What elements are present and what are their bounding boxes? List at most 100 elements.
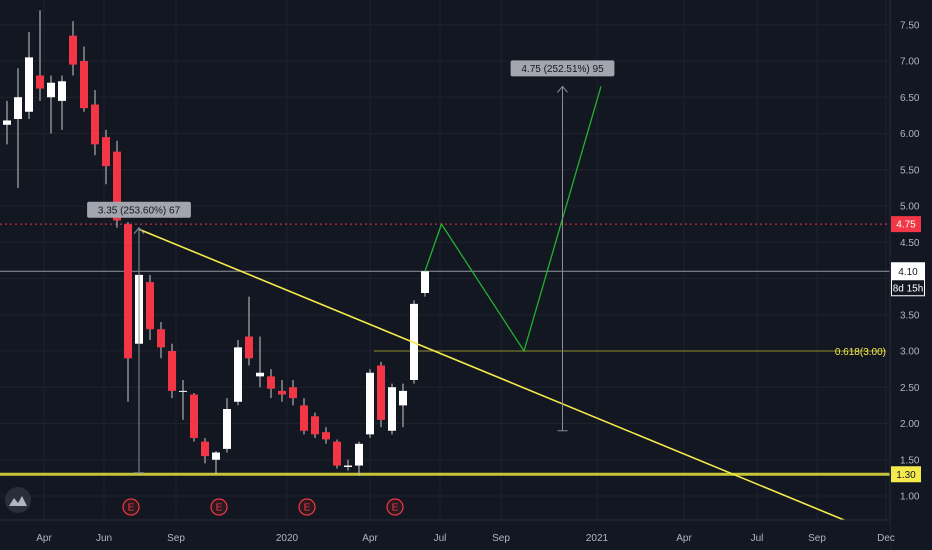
candle[interactable] <box>245 296 253 366</box>
candle[interactable] <box>69 21 77 76</box>
measure-tool-2[interactable]: 4.75 (252.51%) 95 <box>510 60 615 432</box>
candle-body[interactable] <box>355 443 363 466</box>
candle-body[interactable] <box>113 151 121 221</box>
earnings-marker[interactable]: E <box>210 498 228 516</box>
price-tick-label: 5.00 <box>900 202 920 213</box>
candle-body[interactable] <box>190 394 198 439</box>
candle[interactable] <box>47 75 55 134</box>
candle-body[interactable] <box>80 61 88 109</box>
bar-countdown-label: 8d 15h <box>893 283 924 294</box>
time-tick-label: Dec <box>877 533 895 544</box>
candle-body[interactable] <box>47 82 55 98</box>
earnings-marker[interactable]: E <box>386 498 404 516</box>
candle[interactable] <box>344 459 352 471</box>
candle[interactable] <box>190 393 198 442</box>
candle[interactable] <box>421 271 429 297</box>
time-tick-label: Jul <box>434 533 447 544</box>
candle[interactable] <box>322 427 330 444</box>
candle-body[interactable] <box>300 405 308 431</box>
candle[interactable] <box>278 380 286 402</box>
candle[interactable] <box>311 412 319 438</box>
tradingview-logo <box>5 487 31 513</box>
candle[interactable] <box>300 398 308 435</box>
candle[interactable] <box>289 380 297 406</box>
candle[interactable] <box>355 441 363 476</box>
candle-body[interactable] <box>124 224 132 359</box>
price-axis[interactable]: 1.001.502.002.503.003.504.004.505.005.50… <box>889 0 932 550</box>
time-tick-label: Apr <box>676 533 692 544</box>
candle[interactable] <box>223 398 231 453</box>
candle-body[interactable] <box>256 372 264 377</box>
candle-body[interactable] <box>168 351 176 391</box>
time-tick-label: 2020 <box>276 533 299 544</box>
candle-body[interactable] <box>91 104 99 145</box>
candle[interactable] <box>3 100 11 145</box>
time-tick-label: 2021 <box>586 533 609 544</box>
candle-body[interactable] <box>25 57 33 112</box>
last-price-tag[interactable]: 4.10 8d 15h <box>891 262 925 297</box>
candle[interactable] <box>146 274 154 341</box>
candle[interactable] <box>157 322 165 359</box>
candle-body[interactable] <box>102 137 110 167</box>
candle[interactable] <box>377 361 385 428</box>
candle-body[interactable] <box>344 465 352 467</box>
candle[interactable] <box>36 10 44 101</box>
candle[interactable] <box>388 383 396 435</box>
candle-body[interactable] <box>69 35 77 65</box>
earnings-marker-label: E <box>216 503 223 514</box>
candle-body[interactable] <box>58 81 66 101</box>
candle-body[interactable] <box>267 376 275 389</box>
candle[interactable] <box>201 438 209 464</box>
candle-body[interactable] <box>366 372 374 435</box>
candle-body[interactable] <box>289 387 297 399</box>
candle-body[interactable] <box>322 432 330 440</box>
candle-body[interactable] <box>157 329 165 348</box>
measure-tool-2-label-box <box>510 60 615 77</box>
support-price-tag[interactable]: 1.30 <box>891 466 921 483</box>
target-price-tag[interactable]: 4.75 <box>891 216 921 233</box>
candle-body[interactable] <box>36 75 44 89</box>
candle-body[interactable] <box>179 390 187 392</box>
candle[interactable] <box>267 369 275 399</box>
candle[interactable] <box>58 75 66 130</box>
candle[interactable] <box>14 68 22 188</box>
candle[interactable] <box>80 46 88 112</box>
measure-tool-1[interactable]: 3.35 (253.60%) 67 <box>87 201 191 474</box>
candle[interactable] <box>179 380 187 420</box>
candle[interactable] <box>102 129 110 185</box>
candle-body[interactable] <box>234 347 242 402</box>
earnings-marker[interactable]: E <box>298 498 316 516</box>
time-tick-label: Apr <box>36 533 52 544</box>
candle-body[interactable] <box>146 282 154 330</box>
candle-body[interactable] <box>388 387 396 431</box>
earnings-marker[interactable]: E <box>122 498 140 516</box>
candle[interactable] <box>399 383 407 428</box>
fib-level-label: 0.618(3.00) <box>835 347 886 358</box>
candle-body[interactable] <box>377 365 385 420</box>
candle[interactable] <box>91 90 99 156</box>
candle-body[interactable] <box>311 416 319 435</box>
candle-body[interactable] <box>399 390 407 406</box>
candle-body[interactable] <box>223 409 231 449</box>
candle-body[interactable] <box>278 390 286 395</box>
candle-body[interactable] <box>245 336 253 359</box>
candle-body[interactable] <box>212 452 220 460</box>
candle[interactable] <box>25 32 33 119</box>
candle-body[interactable] <box>14 97 22 119</box>
drawing-layer[interactable]: 3.35 (253.60%) 67 4.75 (252.51%) 95 <box>87 60 866 530</box>
candle[interactable] <box>168 343 176 399</box>
candle[interactable] <box>333 439 341 469</box>
time-axis[interactable]: Apr Jun Sep 2020 Apr Jul Sep 2021 Apr Jul Sep Dec <box>0 519 895 550</box>
candle-body[interactable] <box>333 441 341 466</box>
candle[interactable] <box>234 340 242 406</box>
candle-body[interactable] <box>201 441 209 457</box>
candle-body[interactable] <box>3 120 11 125</box>
candle-body[interactable] <box>421 271 429 293</box>
candle[interactable] <box>124 221 132 402</box>
trendline[interactable] <box>138 228 866 530</box>
candle[interactable] <box>256 336 264 388</box>
candle[interactable] <box>366 369 374 438</box>
candle[interactable] <box>212 451 220 475</box>
